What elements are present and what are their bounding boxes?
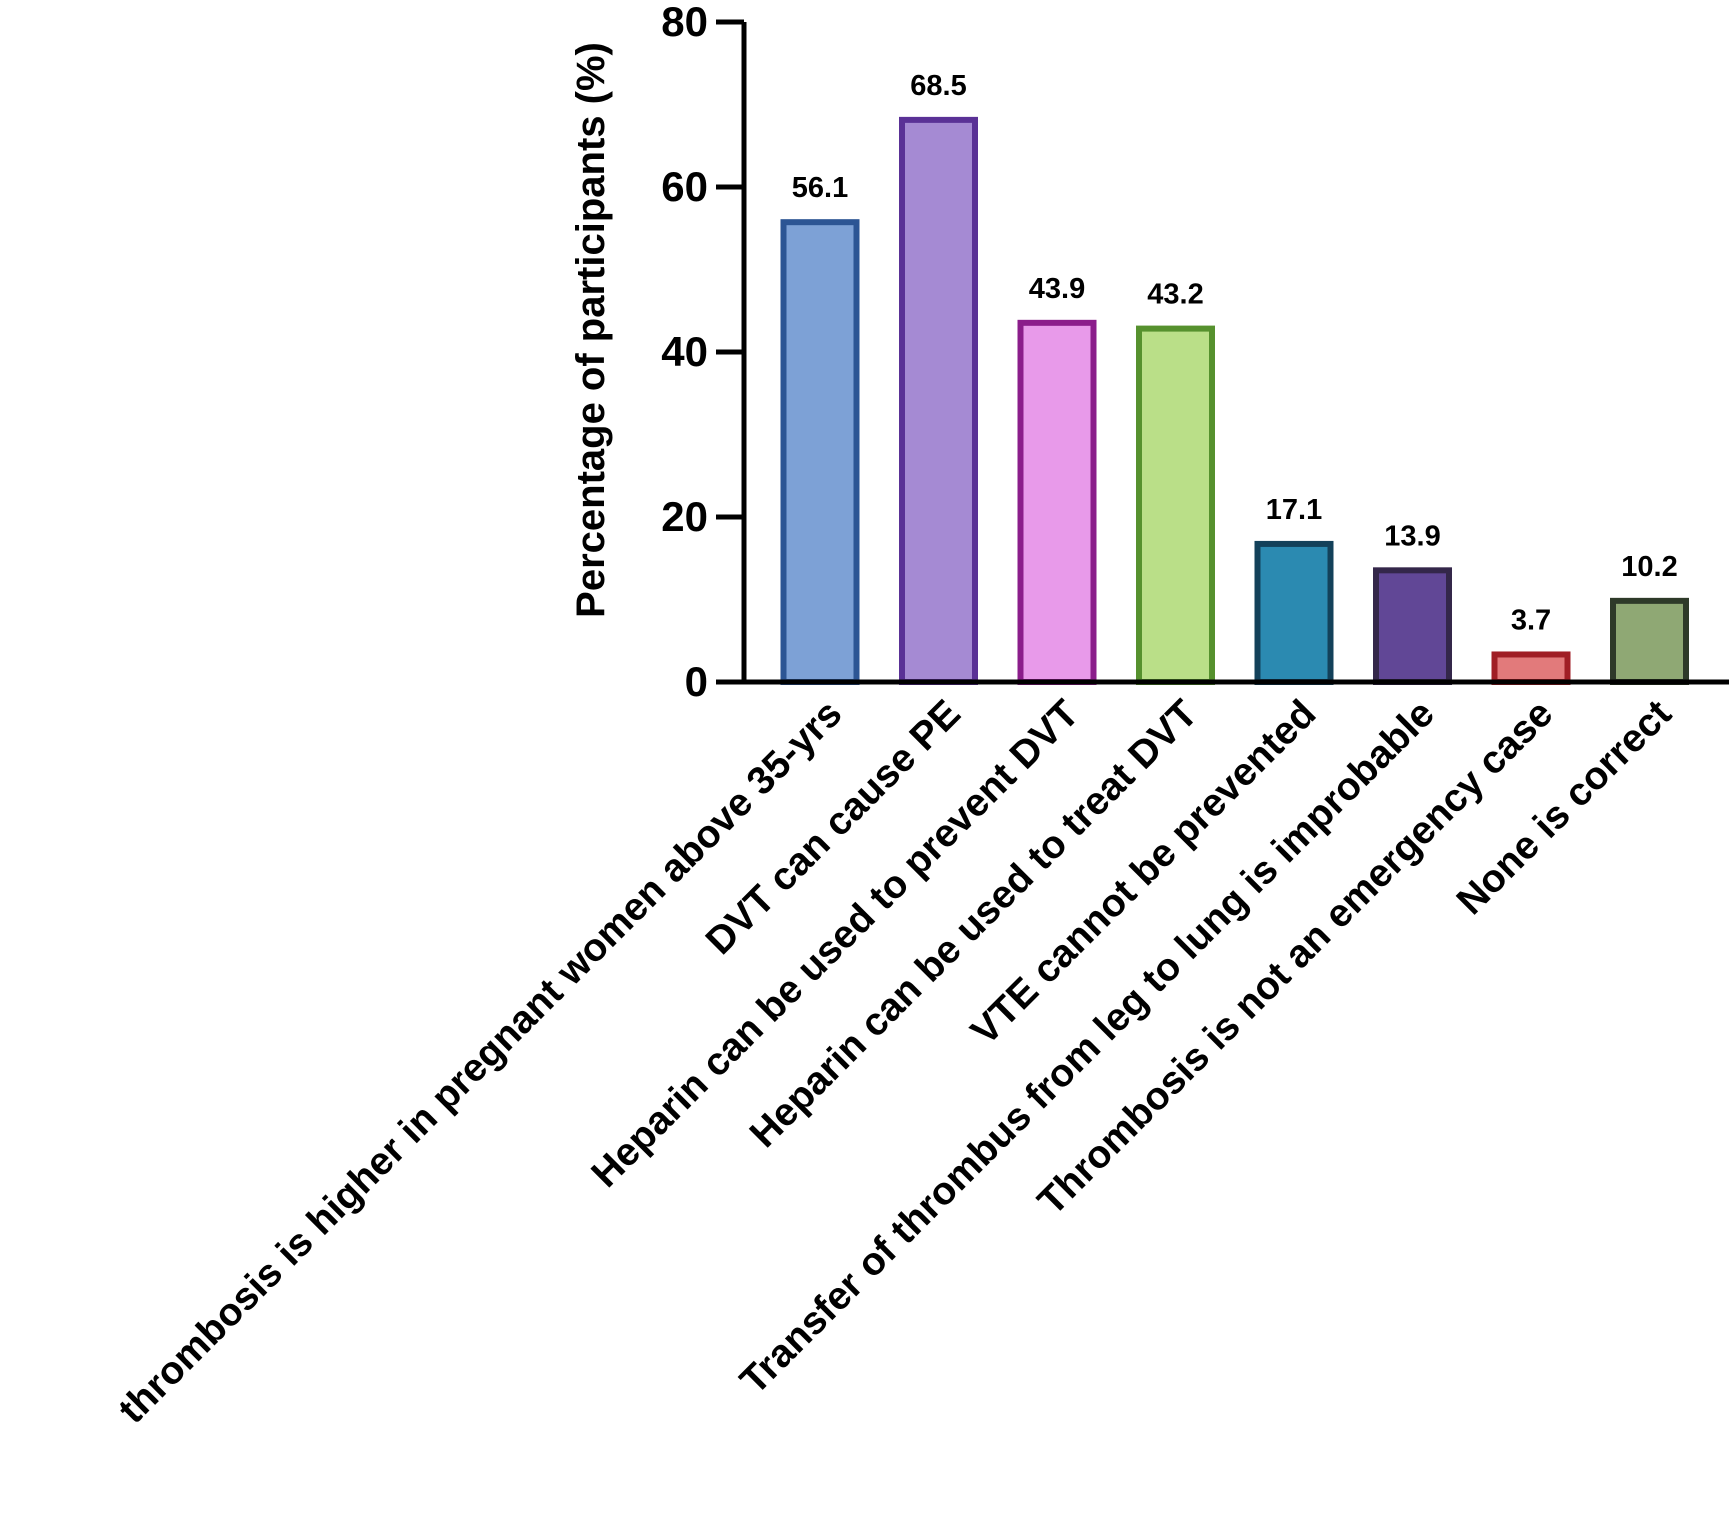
data-label: 43.9: [1029, 273, 1085, 305]
data-label: 17.1: [1266, 494, 1322, 526]
data-label: 68.5: [910, 70, 966, 102]
bar: [1610, 597, 1689, 685]
y-tick-label: 20: [661, 493, 708, 540]
y-tick-label: 60: [661, 163, 708, 210]
data-label: 56.1: [792, 172, 848, 204]
bar: [1373, 567, 1452, 686]
y-tick-label: 80: [661, 0, 708, 45]
y-axis-label: Percentage of participants (%): [569, 42, 613, 618]
data-label: 13.9: [1384, 520, 1440, 552]
data-label: 43.2: [1147, 279, 1203, 311]
x-tick-label: None is correct: [1449, 692, 1680, 923]
bar: [1136, 325, 1215, 685]
bar: [780, 219, 860, 686]
bar: [1491, 651, 1571, 685]
y-tick-label: 40: [661, 328, 708, 375]
bar: [1254, 540, 1334, 685]
y-tick-label: 0: [685, 658, 708, 705]
data-label: 10.2: [1621, 551, 1677, 583]
data-label: 3.7: [1511, 604, 1551, 636]
bar: [899, 116, 978, 685]
bar: [1017, 319, 1097, 685]
